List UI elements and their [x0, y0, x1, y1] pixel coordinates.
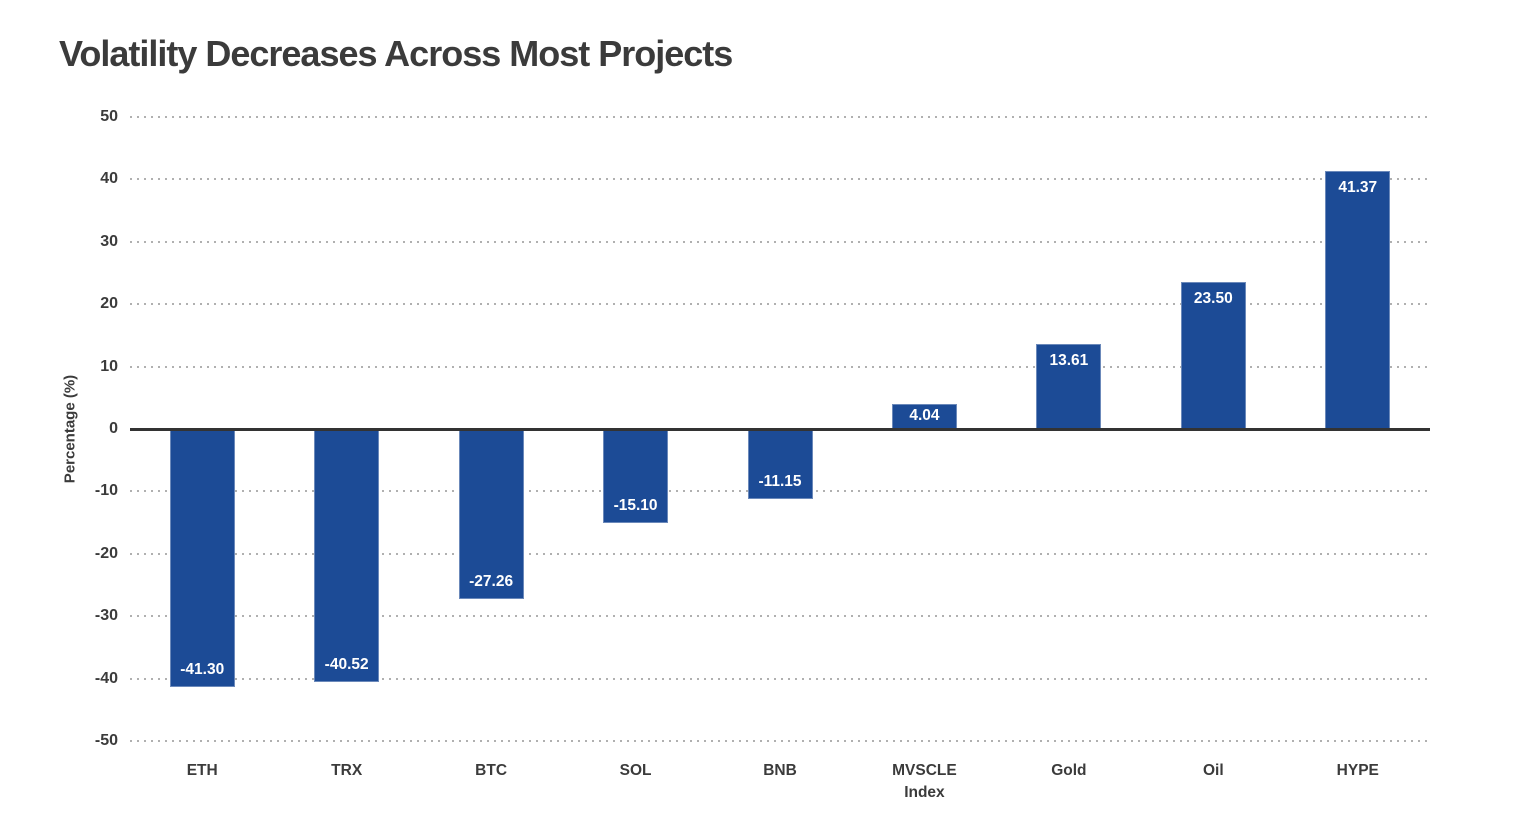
bar-value-label: 4.04 — [909, 407, 940, 425]
gridline-y-20 — [130, 303, 1430, 306]
bar-MVSCLE-Index: 4.04 — [891, 403, 957, 429]
bar-value-label: 41.37 — [1338, 178, 1378, 196]
bar-value-label: -40.52 — [324, 655, 369, 673]
bar-value-label: -11.15 — [758, 472, 802, 490]
y-tick-label-20: 20 — [100, 295, 118, 313]
plot-area: -41.30 -40.52 -27.26 -15.10 -11.15 4.04 13.61 2… — [130, 116, 1430, 742]
x-axis-label-MVSCLE-Index: MVSCLE Index — [892, 762, 957, 802]
chart-title: Volatility Decreases Across Most Project… — [59, 33, 733, 74]
gridline-y-10 — [130, 365, 1430, 368]
bar-BNB: -11.15 — [747, 429, 813, 499]
x-axis-label-Oil: Oil — [1202, 762, 1224, 779]
x-axis-label-BNB: BNB — [763, 762, 797, 779]
bar-value-label: 23.50 — [1193, 290, 1233, 308]
y-tick-label-50: 50 — [100, 108, 118, 125]
bar-SOL: -15.10 — [603, 429, 669, 524]
bar-value-label: 13.61 — [1049, 352, 1089, 370]
bar-ETH: -41.30 — [169, 429, 235, 687]
bar-HYPE: 41.37 — [1325, 170, 1391, 429]
x-axis-label-ETH: ETH — [186, 762, 218, 779]
gridline-y-50 — [130, 116, 1430, 118]
gridline-y--50 — [130, 740, 1430, 742]
x-axis-label-BTC: BTC — [475, 762, 508, 779]
bar-Gold: 13.61 — [1036, 344, 1102, 429]
x-axis-label-SOL: SOL — [619, 762, 652, 779]
zero-axis-line — [130, 427, 1430, 431]
y-tick-label-40: 40 — [100, 170, 118, 188]
gridline-y-30 — [130, 240, 1430, 243]
bar-value-label: -41.30 — [180, 660, 225, 678]
bar-value-label: -27.26 — [469, 573, 514, 591]
y-tick-label--50: -50 — [94, 732, 118, 749]
gridline-y-40 — [130, 178, 1430, 181]
bar-BTC: -27.26 — [458, 429, 524, 600]
x-axis-label-HYPE: HYPE — [1336, 762, 1379, 779]
gridline-y--40 — [130, 677, 1430, 680]
bar-TRX: -40.52 — [314, 429, 380, 682]
y-tick-label--40: -40 — [94, 669, 118, 687]
y-tick-label-10: 10 — [100, 357, 118, 375]
y-tick-label-30: 30 — [100, 232, 118, 250]
x-axis-label-Gold: Gold — [1051, 762, 1087, 779]
gridline-y--30 — [130, 615, 1430, 618]
y-tick-label--10: -10 — [94, 482, 118, 500]
bar-Oil: 23.50 — [1180, 282, 1246, 429]
x-axis-label-TRX: TRX — [331, 762, 363, 779]
y-tick-label-0: 0 — [109, 420, 118, 437]
y-tick-label--30: -30 — [94, 607, 118, 625]
y-tick-label--20: -20 — [94, 544, 118, 562]
bar-value-label: -15.10 — [613, 497, 658, 515]
gridline-y--20 — [130, 552, 1430, 555]
